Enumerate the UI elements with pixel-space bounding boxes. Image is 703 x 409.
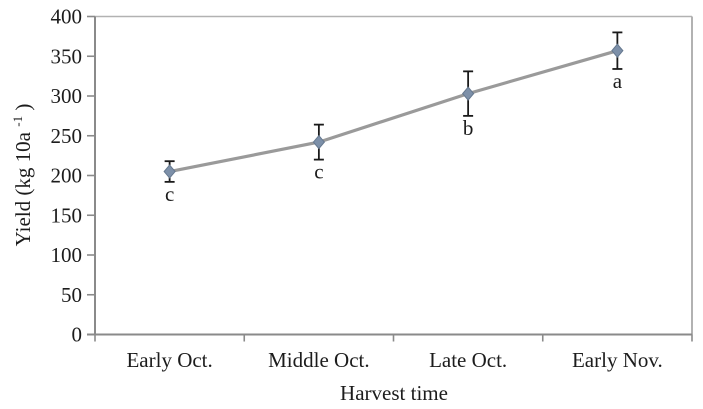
y-tick-label: 150 (51, 203, 83, 227)
significance-letter: c (314, 160, 323, 184)
data-point-marker (611, 43, 624, 58)
significance-letter: a (613, 69, 623, 93)
y-tick-label: 300 (51, 84, 83, 108)
significance-letter: c (165, 182, 174, 206)
data-point-marker (312, 134, 326, 150)
y-tick-label: 0 (72, 323, 83, 347)
significance-letter: b (463, 116, 474, 140)
data-point-marker (461, 86, 475, 101)
y-axis-title-main: Yield (kg 10a (11, 131, 35, 246)
y-axis-title-superscript: -1 (10, 116, 25, 127)
y-tick-label: 100 (51, 243, 83, 267)
y-tick-label: 250 (51, 124, 83, 148)
y-tick-label: 400 (51, 5, 83, 29)
data-point-marker (163, 164, 176, 179)
y-tick-label: 50 (61, 283, 82, 307)
chart-generated-layer: 0 50 100 150 200 250 300 350 400 Early Oct. Middle… (51, 5, 693, 372)
data-line (169, 49, 618, 174)
y-axis-title: Yield (kg 10a -1 ) (3, 104, 35, 247)
x-tick-label: Early Oct. (126, 348, 212, 372)
x-tick-label: Middle Oct. (268, 348, 369, 372)
y-tick-label: 350 (51, 44, 83, 68)
y-tick-label: 200 (51, 164, 83, 188)
x-axis-title: Harvest time (340, 381, 448, 405)
x-tick-label: Late Oct. (429, 348, 507, 372)
x-tick-label: Early Nov. (572, 348, 663, 372)
y-axis-title-close: ) (11, 104, 35, 111)
